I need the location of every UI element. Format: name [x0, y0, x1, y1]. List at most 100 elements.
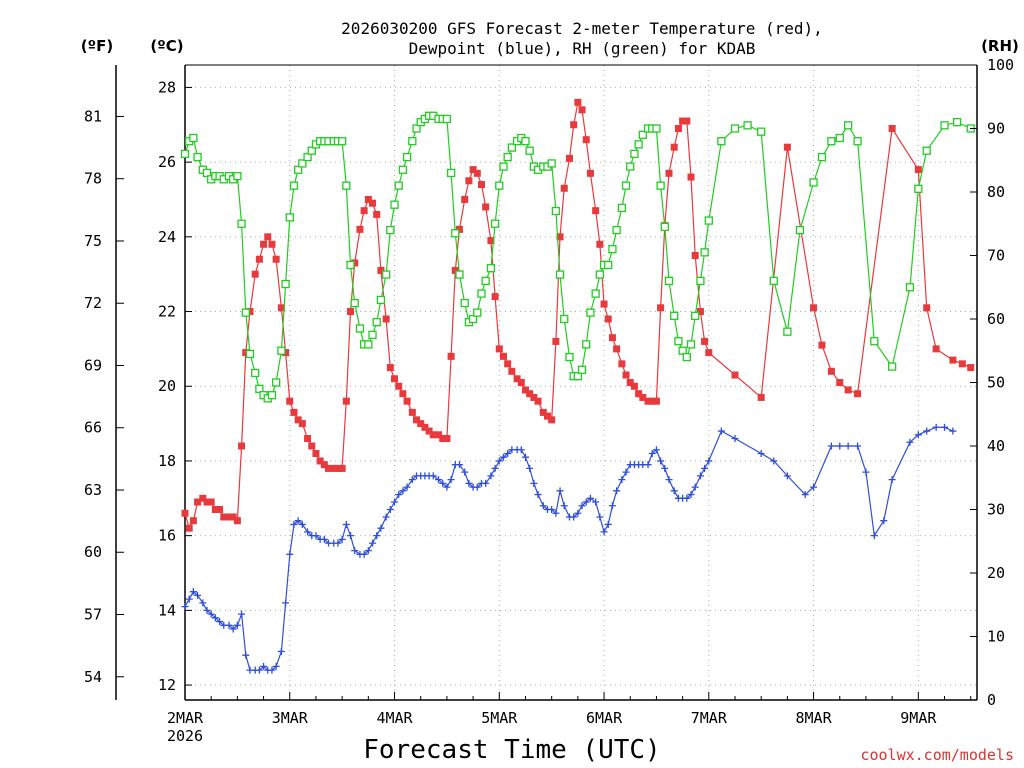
2-meter-temperature-point: [600, 300, 608, 308]
2-meter-temperature-point: [233, 517, 241, 525]
fahrenheit-tick-label: 60: [84, 543, 102, 561]
dewpoint-point: [203, 606, 211, 614]
2-meter-temperature-point: [461, 195, 469, 203]
dewpoint-point: [403, 483, 411, 491]
rh-tick-label: 30: [987, 501, 1005, 519]
rh-tick-label: 20: [987, 564, 1005, 582]
2-meter-temperature-point: [290, 408, 298, 416]
dewpoint-point: [665, 476, 673, 484]
rh-point: [337, 137, 347, 146]
2-meter-temperature-point: [229, 513, 237, 521]
dewpoint-point: [382, 513, 390, 521]
rh-point: [573, 371, 583, 381]
dewpoint-point: [923, 427, 931, 435]
dewpoint-point: [211, 614, 219, 622]
rh-point: [783, 327, 792, 336]
rh-point: [460, 298, 469, 308]
rh-point: [853, 137, 862, 146]
dewpoint-point: [880, 517, 888, 525]
x-tick-label: 5MAR: [481, 709, 518, 727]
2-meter-temperature-point: [316, 457, 324, 465]
dewpoint-point: [827, 442, 835, 450]
dewpoint-point: [574, 509, 582, 517]
2-meter-temperature-point: [451, 266, 459, 274]
rh-point: [277, 346, 286, 355]
dewpoint-point: [906, 438, 914, 446]
2-meter-temperature-point: [565, 154, 573, 162]
celsius-tick-label: 20: [158, 377, 176, 395]
dewpoint-point: [592, 498, 600, 506]
dewpoint-point: [810, 483, 818, 491]
dewpoint-point: [552, 509, 560, 517]
rh-point: [490, 219, 500, 228]
dewpoint-point: [495, 457, 503, 465]
dewpoint-point: [272, 662, 280, 670]
dewpoint-point: [652, 446, 660, 454]
rh-point: [412, 124, 421, 133]
rh-point: [660, 222, 669, 232]
rh-point: [180, 149, 190, 159]
fahrenheit-tick-label: 66: [84, 419, 102, 437]
celsius-tick-label: 22: [158, 303, 176, 321]
2-meter-temperature-point: [185, 524, 193, 532]
rh-point: [612, 225, 621, 235]
rh-point: [547, 159, 556, 168]
2-meter-temperature-point: [626, 379, 634, 386]
dewpoint-point: [207, 610, 215, 618]
rh-point: [189, 133, 198, 143]
rh-point: [293, 165, 303, 174]
dewpoint-point: [539, 502, 547, 510]
rh-point: [664, 276, 674, 286]
rh-point: [730, 124, 740, 133]
x-tick-label: 7MAR: [691, 709, 728, 727]
2-meter-temperature-point: [543, 412, 551, 420]
2-meter-temperature-point: [439, 435, 447, 443]
dewpoint-point: [687, 491, 695, 499]
2-meter-temperature-point: [377, 266, 385, 274]
2-meter-temperature-point: [181, 509, 189, 517]
rh-point: [255, 384, 264, 394]
rh-point: [577, 365, 587, 374]
dewpoint-point: [696, 472, 704, 480]
rh-point: [914, 184, 923, 193]
2-meter-temperature-point: [596, 240, 604, 248]
2-meter-temperature-point: [194, 498, 202, 506]
rh-tick-label: 60: [987, 310, 1005, 328]
rh-point: [346, 260, 355, 270]
2-meter-temperature-point: [294, 416, 302, 424]
2-meter-temperature-point: [417, 420, 425, 428]
2-meter-temperature-point: [320, 461, 328, 469]
dewpoint-point: [225, 621, 233, 629]
fahrenheit-tick-label: 72: [84, 294, 102, 312]
rh-point: [678, 346, 687, 355]
rh-point: [626, 162, 635, 171]
x-axis-label: Forecast Time (UTC): [363, 735, 660, 765]
2-meter-temperature-point: [526, 390, 534, 398]
dewpoint-point: [439, 479, 447, 487]
rh-point: [394, 181, 403, 190]
2-meter-temperature-point: [203, 498, 211, 506]
rh-point: [376, 295, 386, 305]
rh-point: [499, 162, 508, 171]
dewpoint-point: [377, 524, 385, 532]
dewpoint-point: [932, 423, 940, 431]
2-meter-temperature-point: [683, 117, 691, 125]
rh-point: [372, 318, 381, 327]
dewpoint-point: [801, 491, 809, 499]
rh-point: [817, 152, 827, 162]
rh-point: [717, 137, 726, 146]
rh-point: [303, 152, 312, 162]
2-meter-temperature-point: [696, 308, 704, 316]
dewpoint-point: [644, 461, 652, 469]
2-meter-temperature-point: [679, 117, 687, 125]
rh-point: [682, 352, 691, 362]
2-meter-temperature-point: [491, 293, 499, 301]
rh-point: [922, 146, 931, 155]
rh-point: [809, 178, 818, 187]
2-meter-temperature-point: [582, 136, 590, 144]
2-meter-temperature-point: [534, 397, 542, 405]
rh-tick-label: 40: [987, 437, 1005, 455]
rh-point: [355, 324, 365, 333]
2-meter-temperature-point: [586, 169, 594, 177]
rh-point: [525, 146, 534, 155]
